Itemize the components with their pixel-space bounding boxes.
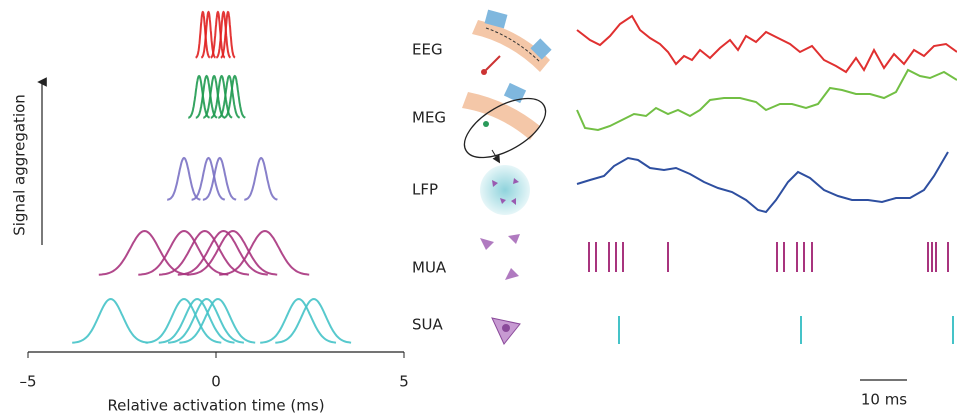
lfp-icon — [480, 165, 530, 215]
figure: Signal aggregation Relative activation t… — [0, 0, 957, 415]
activation-curves — [72, 12, 351, 343]
lfp-trace — [577, 152, 948, 212]
activation-curve — [167, 158, 200, 200]
y-label: Signal aggregation — [11, 94, 29, 236]
mua-spikes — [589, 242, 948, 272]
eeg-icon — [472, 10, 552, 75]
row-label: MEG — [412, 109, 446, 127]
tick-label: –5 — [19, 373, 36, 391]
row-label: LFP — [412, 181, 438, 199]
activation-curve — [188, 76, 209, 118]
row-label: SUA — [412, 316, 444, 334]
meg-trace — [577, 70, 957, 130]
activation-curve — [72, 299, 148, 343]
sua-icon — [492, 318, 520, 344]
activation-curve — [260, 299, 336, 343]
meg-icon — [455, 83, 555, 170]
sua-spikes — [619, 316, 953, 344]
tick-label: 0 — [211, 373, 221, 391]
x-ticks: –5 0 5 — [19, 352, 408, 391]
mua-icon — [480, 234, 520, 280]
x-label: Relative activation time (ms) — [107, 397, 324, 415]
activation-curve — [192, 158, 225, 200]
scale-bar-label: 10 ms — [861, 391, 907, 409]
tick-label: 5 — [399, 373, 409, 391]
row-label: EEG — [412, 41, 443, 59]
row-label: MUA — [412, 259, 447, 277]
eeg-trace — [577, 16, 957, 72]
activation-curve — [244, 158, 277, 200]
